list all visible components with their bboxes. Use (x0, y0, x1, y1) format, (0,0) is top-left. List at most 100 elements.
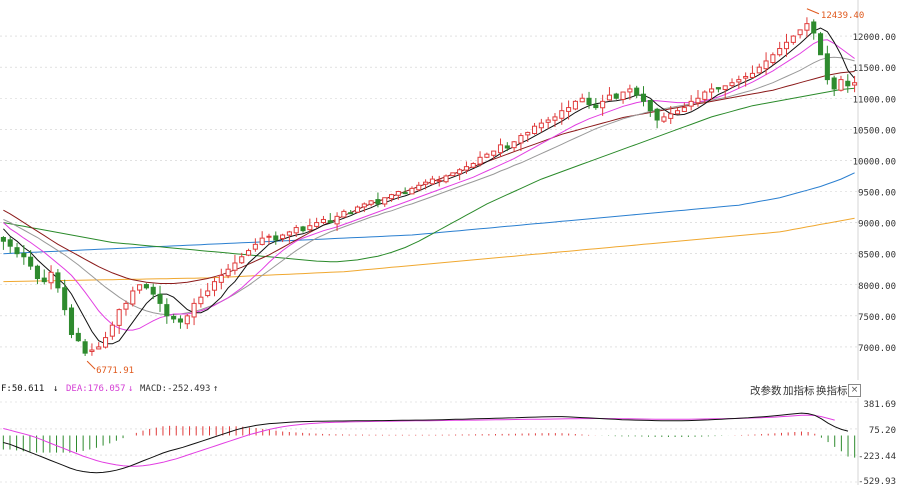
candle-body (559, 110, 565, 119)
macd-header: F:50.611 ↓ DEA:176.057 ↓ MACD:-252.493 ↑ (0, 383, 900, 397)
candle-body (191, 302, 197, 318)
candle-body (327, 220, 333, 224)
add-indicator-button[interactable]: 加指标 (783, 385, 815, 397)
candle-body (300, 226, 306, 232)
y-tick-label: 10500.00 (853, 126, 896, 136)
y-tick-label: 8000.00 (858, 282, 896, 292)
candle-body (845, 80, 851, 87)
candle-body (824, 53, 830, 81)
y-tick-label: 9500.00 (858, 189, 896, 199)
dea-line (3, 414, 835, 467)
dif-arrow-icon: ↓ (53, 384, 59, 394)
candle-body (532, 125, 538, 135)
ma5-line (3, 27, 855, 345)
candle-body (266, 235, 272, 238)
candle-body (14, 247, 20, 255)
candle-body (225, 268, 231, 277)
candle-body (729, 82, 735, 87)
change-params-button[interactable]: 改参数 (750, 385, 782, 397)
low-pointer (86, 360, 96, 370)
candle-body (409, 187, 415, 195)
candle-body (123, 302, 129, 310)
ma10-line (3, 39, 855, 331)
candle-body (361, 203, 367, 208)
candle-body (293, 227, 299, 234)
candle-body (429, 178, 435, 185)
candle-body (198, 296, 204, 305)
candle-body (736, 79, 742, 83)
candle-body (368, 200, 374, 205)
candle-body (68, 307, 75, 335)
candle-body (749, 72, 755, 78)
candle-body (314, 222, 320, 227)
y-tick-label: 11500.00 (853, 64, 896, 74)
candle-body (443, 175, 449, 183)
candle-body (470, 163, 476, 168)
candle-body (702, 91, 708, 100)
candle-body (675, 110, 681, 115)
y-tick-label: 8500.00 (858, 251, 896, 261)
candle-body (525, 131, 531, 136)
candle-body (586, 97, 592, 105)
candle-body (511, 141, 517, 149)
candlestick-chart[interactable]: 7000.00 7500.00 8000.00 8500.00 9000.00 9500.… (0, 0, 900, 380)
candle-body (831, 77, 837, 90)
y-tick-label: 11000.00 (853, 95, 896, 105)
ma60-line (3, 71, 855, 284)
candle-body (688, 100, 694, 107)
candle-body (491, 150, 497, 156)
candle-body (382, 197, 388, 205)
candle-body (450, 172, 456, 177)
candle-body (184, 315, 190, 325)
candle-body (41, 277, 47, 283)
candle-body (341, 210, 347, 218)
candle-body (579, 97, 585, 103)
candle-body (82, 341, 88, 354)
candle-body (668, 113, 674, 119)
candle-body (634, 87, 640, 96)
candle-body (218, 274, 224, 283)
candle-body (96, 346, 102, 350)
candle-body (518, 135, 524, 144)
candle-body (423, 181, 429, 185)
candle-body (457, 169, 463, 175)
candle-body (797, 29, 803, 36)
y-tick-label: 7500.00 (858, 313, 896, 323)
dea-label: DEA:176.057 (66, 384, 126, 394)
candle-body (600, 100, 606, 109)
candle-body (681, 107, 687, 112)
candle-body (436, 179, 442, 182)
ma20-line (3, 56, 855, 316)
candle-body (103, 337, 109, 348)
candle-body (252, 243, 258, 250)
candle-body (75, 332, 81, 342)
candle-body (320, 218, 326, 224)
candle-body (354, 206, 361, 213)
close-icon[interactable]: × (848, 384, 861, 397)
switch-indicator-button[interactable]: 换指标 (816, 385, 848, 397)
macd-chart[interactable]: 381.69 75.20 -223.44 -529.93 (0, 398, 900, 485)
high-pointer (806, 8, 820, 15)
dea-arrow-icon: ↓ (128, 384, 134, 394)
candle-body (7, 239, 13, 247)
candle-body (211, 281, 218, 291)
y-tick-label: 7000.00 (858, 344, 896, 354)
dif-line (3, 412, 849, 474)
ma120-line (3, 87, 855, 263)
candle-body (538, 122, 544, 129)
candle-body (239, 256, 245, 264)
candle-body (763, 60, 769, 70)
candle-body (838, 79, 844, 91)
candle-body (416, 184, 422, 191)
candle-body (463, 166, 469, 171)
candle-body (150, 286, 156, 295)
candle-body (654, 108, 660, 121)
candle-body (116, 309, 122, 326)
candle-body (21, 252, 27, 258)
y-tick-label: 9000.00 (858, 220, 896, 230)
candle-body (389, 194, 395, 200)
dif-label: F:50.611 (1, 384, 45, 394)
candle-body (395, 191, 401, 196)
ma500-line (3, 217, 855, 283)
